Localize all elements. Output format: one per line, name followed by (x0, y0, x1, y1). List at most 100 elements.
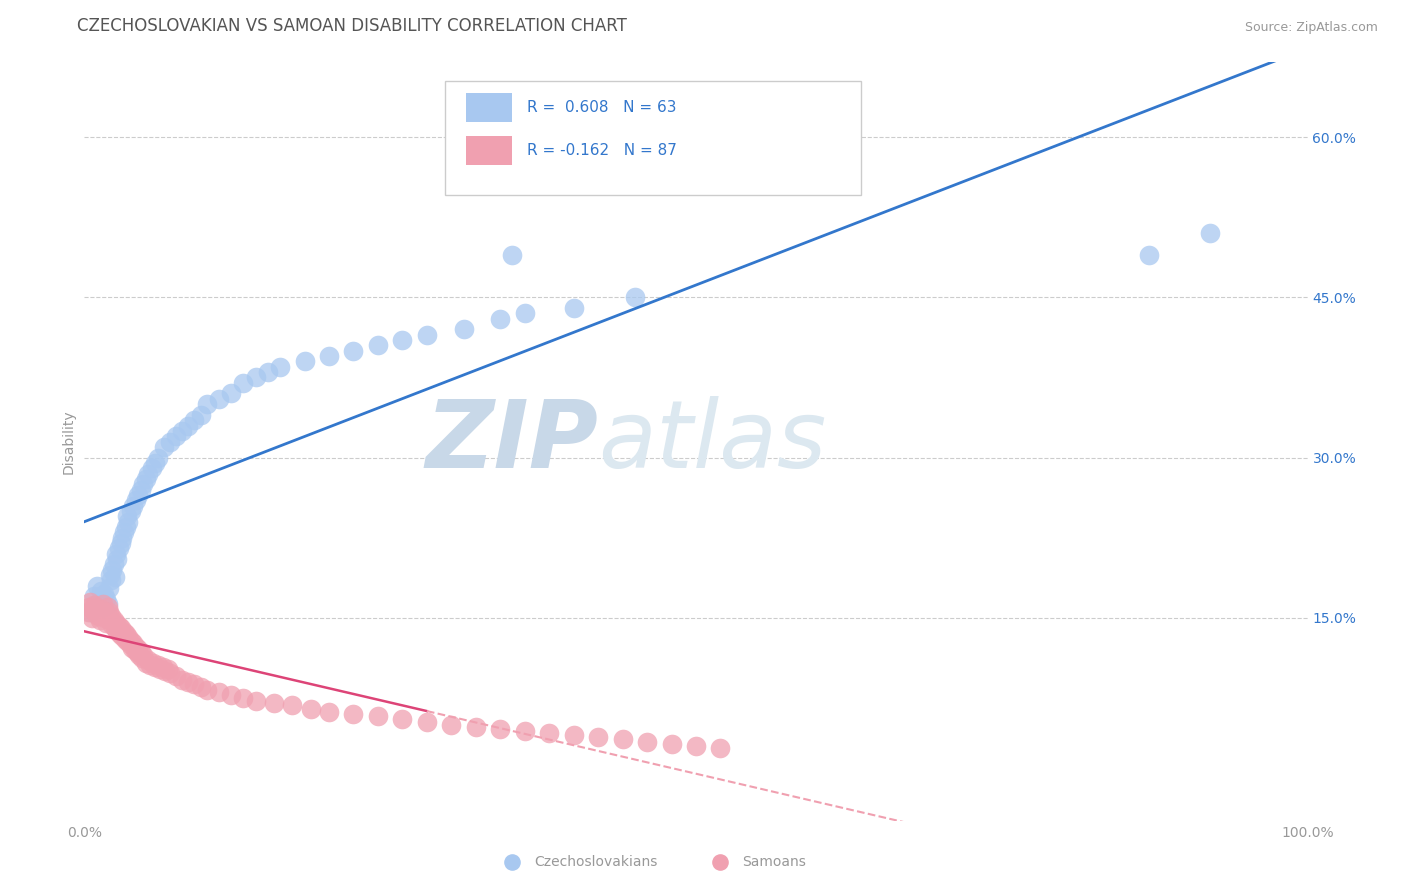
Point (89, 613, 111, 627)
Point (105, 552, 128, 566)
Text: CZECHOSLOVAKIAN VS SAMOAN DISABILITY CORRELATION CHART: CZECHOSLOVAKIAN VS SAMOAN DISABILITY COR… (77, 17, 627, 35)
Point (513, 723, 536, 738)
Point (136, 467, 159, 481)
Point (208, 685, 231, 699)
Text: R =  0.608   N = 63: R = 0.608 N = 63 (527, 100, 676, 115)
Point (232, 376, 254, 390)
Point (685, 739, 707, 753)
Point (132, 648, 155, 662)
Point (136, 653, 159, 667)
Point (177, 674, 200, 689)
Point (97, 600, 120, 615)
Point (219, 688, 242, 702)
Point (114, 632, 136, 646)
Point (105, 616, 128, 631)
Point (294, 354, 316, 368)
Point (83, 598, 105, 612)
Point (105, 624, 128, 638)
Point (97, 606, 120, 620)
Point (709, 830, 731, 844)
Point (489, 311, 512, 326)
Point (98, 568, 121, 582)
Point (152, 660, 174, 674)
Point (502, 830, 524, 844)
Point (153, 440, 176, 454)
FancyBboxPatch shape (465, 93, 513, 121)
Point (97, 597, 120, 611)
Point (115, 626, 138, 640)
Text: R = -0.162   N = 87: R = -0.162 N = 87 (527, 143, 678, 158)
Point (143, 456, 166, 470)
Point (111, 531, 134, 545)
Point (111, 629, 134, 643)
Point (367, 709, 389, 723)
Point (129, 483, 152, 497)
Point (115, 634, 138, 648)
Point (135, 656, 157, 670)
Point (125, 493, 148, 508)
Point (131, 651, 153, 665)
Point (121, 640, 143, 655)
Point (146, 450, 169, 465)
Point (367, 338, 389, 352)
Point (190, 680, 212, 694)
Point (105, 547, 128, 561)
Point (122, 499, 145, 513)
Text: Samoans: Samoans (742, 855, 806, 870)
Point (103, 558, 125, 572)
Point (513, 306, 536, 320)
Point (135, 472, 157, 486)
Point (101, 618, 124, 632)
Point (245, 370, 267, 384)
FancyBboxPatch shape (446, 81, 860, 195)
Point (108, 626, 131, 640)
Point (120, 634, 142, 648)
Point (318, 705, 340, 719)
Text: atlas: atlas (598, 396, 827, 487)
Point (156, 662, 179, 676)
Text: ZIP: ZIP (425, 395, 598, 488)
Point (86, 579, 108, 593)
Point (124, 642, 146, 657)
Point (107, 541, 129, 556)
Point (115, 509, 138, 524)
Point (146, 657, 169, 672)
Point (83, 590, 105, 604)
Point (80, 611, 103, 625)
Point (142, 656, 165, 670)
Point (77, 606, 100, 620)
Point (263, 696, 285, 710)
Point (79, 595, 101, 609)
Point (172, 424, 194, 438)
Point (100, 574, 122, 588)
Point (269, 359, 291, 374)
Point (100, 608, 122, 623)
Point (416, 327, 439, 342)
Point (177, 418, 200, 433)
Point (103, 613, 125, 627)
Point (453, 322, 475, 336)
Point (107, 619, 129, 633)
Point (117, 515, 139, 529)
Point (86, 607, 108, 622)
Point (440, 717, 463, 731)
Point (129, 645, 152, 659)
Point (391, 712, 413, 726)
Point (96, 616, 118, 631)
Point (79, 606, 101, 620)
Point (183, 677, 205, 691)
Point (90, 602, 112, 616)
Point (562, 301, 585, 315)
Point (1137, 247, 1160, 261)
Point (149, 662, 172, 676)
Point (98, 613, 121, 627)
Point (612, 732, 634, 747)
Point (101, 563, 124, 577)
Point (709, 741, 731, 756)
Point (127, 641, 149, 656)
Point (159, 434, 181, 449)
Point (87, 603, 110, 617)
Point (120, 504, 142, 518)
Point (112, 624, 135, 639)
Point (96, 591, 118, 606)
